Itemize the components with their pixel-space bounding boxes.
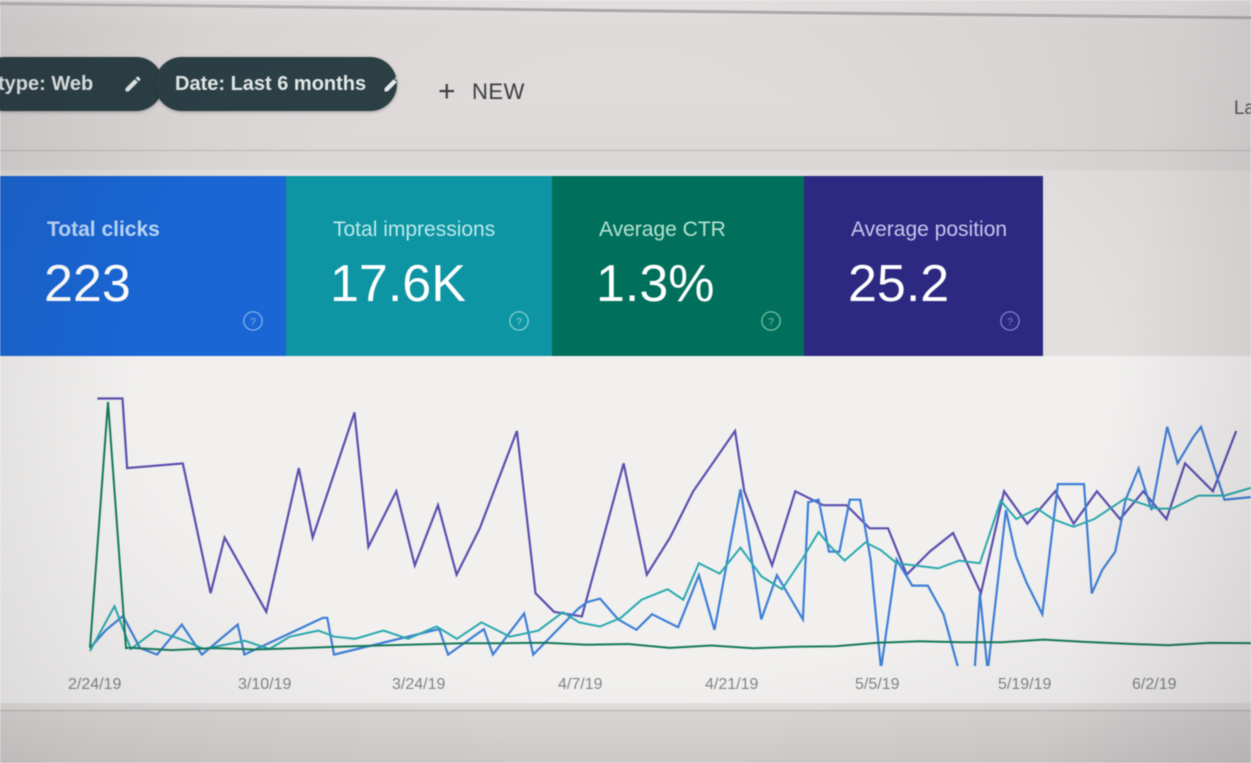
svg-text:?: ?	[516, 317, 522, 328]
svg-text:?: ?	[250, 317, 256, 328]
svg-text:?: ?	[1007, 317, 1013, 328]
svg-text:?: ?	[768, 317, 774, 328]
